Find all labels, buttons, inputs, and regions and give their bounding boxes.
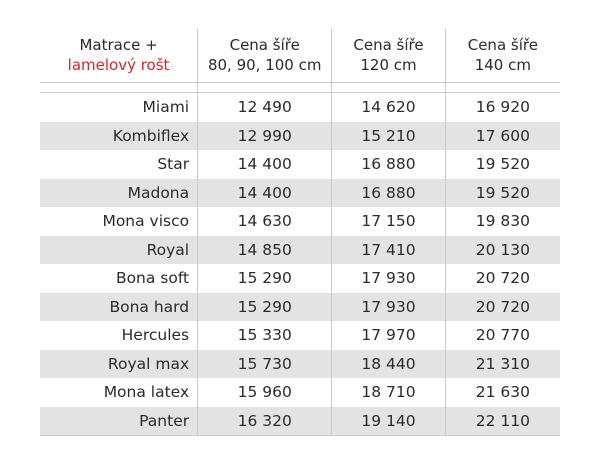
price-120: 17 930 [331,292,444,321]
table-row: Bona soft 15 290 17 930 20 720 [40,264,560,293]
product-name: Star [157,155,190,174]
price-120: 18 710 [331,378,444,407]
price-120: 17 930 [331,264,444,293]
price-narrow: 15 330 [197,321,331,350]
price-120: 16 880 [331,150,444,179]
price-narrow: 15 960 [197,378,331,407]
header-product-line1: Matrace + [79,36,158,54]
product-name: Royal max [107,354,190,373]
price-table: Matrace + lamelový rošt Cena šíře 80, 90… [40,28,560,436]
price-140: 20 720 [444,264,560,293]
header-price-140-line2: 140 cm [474,56,531,74]
header-price-120-line1: Cena šíře [353,36,424,54]
price-120: 17 150 [331,207,444,236]
header-price-140-line1: Cena šíře [467,36,538,54]
table-header: Matrace + lamelový rošt Cena šíře 80, 90… [40,28,560,83]
price-120: 14 620 [331,93,444,122]
price-narrow: 14 400 [197,178,331,207]
table-body: Miami 12 490 14 620 16 920 Kombiflex 12 990 15… [40,93,560,436]
price-narrow: 14 400 [197,150,331,179]
price-140: 17 600 [444,121,560,150]
header-spacer [40,83,560,93]
product-name: Hercules [121,326,190,345]
price-140: 21 630 [444,378,560,407]
product-name: Kombiflex [112,126,190,145]
header-price-narrow-line1: Cena šíře [229,36,300,54]
product-name: Madona [127,183,190,202]
table-row: Royal max 15 730 18 440 21 310 [40,349,560,378]
table-row: Panter 16 320 19 140 22 110 [40,406,560,436]
price-140: 19 830 [444,207,560,236]
price-140: 19 520 [444,150,560,179]
price-narrow: 12 990 [197,121,331,150]
price-140: 22 110 [444,406,560,435]
price-120: 15 210 [331,121,444,150]
price-narrow: 14 630 [197,207,331,236]
product-name: Mona visco [102,212,190,231]
price-120: 19 140 [331,406,444,435]
table-row: Mona latex 15 960 18 710 21 630 [40,378,560,407]
header-price-narrow-line2: 80, 90, 100 cm [207,56,322,74]
price-120: 16 880 [331,178,444,207]
header-product-line2: lamelový rošt [67,56,170,74]
table-row: Mona visco 14 630 17 150 19 830 [40,207,560,236]
price-140: 16 920 [444,93,560,122]
price-120: 18 440 [331,349,444,378]
price-140: 20 770 [444,321,560,350]
table-row: Hercules 15 330 17 970 20 770 [40,321,560,350]
header-price-narrow: Cena šíře 80, 90, 100 cm [197,28,331,82]
product-name: Royal [146,240,190,259]
price-narrow: 15 290 [197,264,331,293]
price-narrow: 12 490 [197,93,331,122]
table-row: Madona 14 400 16 880 19 520 [40,178,560,207]
table-row: Kombiflex 12 990 15 210 17 600 [40,121,560,150]
table-row: Bona hard 15 290 17 930 20 720 [40,292,560,321]
price-140: 21 310 [444,349,560,378]
header-price-120-line2: 120 cm [360,56,417,74]
product-name: Mona latex [103,383,190,402]
header-price-140: Cena šíře 140 cm [444,28,560,82]
price-140: 19 520 [444,178,560,207]
table-row: Royal 14 850 17 410 20 130 [40,235,560,264]
header-product: Matrace + lamelový rošt [40,28,197,82]
product-name: Panter [139,411,190,430]
product-name: Bona soft [115,269,190,288]
product-name: Miami [142,98,190,117]
price-140: 20 130 [444,235,560,264]
price-narrow: 14 850 [197,235,331,264]
price-120: 17 970 [331,321,444,350]
header-price-120: Cena šíře 120 cm [331,28,444,82]
table-row: Miami 12 490 14 620 16 920 [40,93,560,122]
table-row: Star 14 400 16 880 19 520 [40,150,560,179]
price-narrow: 15 290 [197,292,331,321]
price-120: 17 410 [331,235,444,264]
price-narrow: 16 320 [197,406,331,435]
price-narrow: 15 730 [197,349,331,378]
product-name: Bona hard [109,297,190,316]
price-140: 20 720 [444,292,560,321]
